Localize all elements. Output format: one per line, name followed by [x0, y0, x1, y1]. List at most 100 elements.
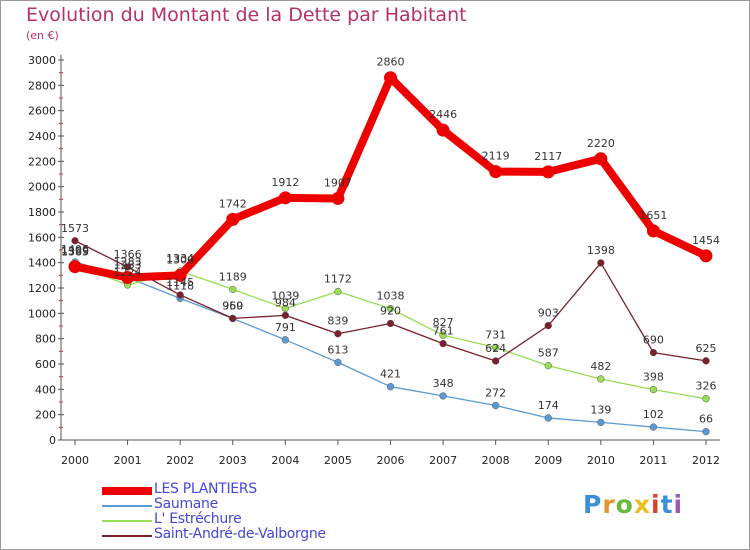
data-label-2-10: 482: [590, 360, 611, 373]
x-tick-label: 2009: [534, 454, 562, 467]
y-tick-label: 1200: [28, 282, 56, 295]
legend-label: Saint-André-de-Valborgne: [154, 526, 326, 542]
data-label-1-11: 102: [643, 408, 664, 421]
legend-swatch: [102, 520, 152, 522]
series-layer: [68, 71, 713, 436]
series-point-3-1: [123, 263, 132, 271]
data-label-2-3: 1189: [219, 270, 247, 283]
data-label-0-4: 1912: [271, 176, 299, 189]
legend-swatch: [102, 487, 152, 495]
data-label-1-0: 1406: [61, 243, 89, 256]
series-point-0-8: [489, 165, 503, 179]
data-label-3-8: 624: [485, 342, 506, 355]
data-label-0-12: 1454: [692, 234, 720, 247]
y-tick-label: 1600: [28, 231, 56, 244]
data-label-1-1: 1283: [114, 258, 142, 271]
series-point-2-11: [649, 385, 658, 394]
data-label-3-11: 690: [643, 334, 664, 347]
series-point-2-6: [386, 304, 395, 313]
data-label-1-12: 66: [699, 413, 713, 426]
x-tick-label: 2004: [271, 454, 299, 467]
x-tick-label: 2000: [61, 454, 89, 467]
series-point-2-3: [229, 285, 237, 294]
series-point-2-5: [334, 287, 342, 296]
legend-label: Saumane: [154, 496, 218, 512]
data-label-3-5: 839: [327, 315, 348, 328]
data-label-2-1: 1224: [114, 266, 142, 279]
x-tick-label: 2005: [324, 454, 352, 467]
logo-letter: x: [633, 490, 651, 519]
data-label-0-0: 1369: [61, 245, 89, 258]
series-point-1-12: [702, 427, 710, 436]
data-label-3-12: 625: [696, 342, 717, 355]
series-point-0-11: [646, 224, 660, 238]
data-label-0-8: 2119: [482, 150, 510, 163]
x-tick-label: 2006: [377, 454, 405, 467]
series-point-3-8: [492, 357, 500, 365]
y-tick-label: 2400: [28, 130, 56, 143]
y-tick-label: 2600: [28, 105, 56, 118]
y-tick-label: 1800: [28, 206, 56, 219]
logo-letter: o: [615, 490, 634, 519]
legend-swatch: [102, 535, 152, 537]
y-tick-label: 2800: [28, 79, 56, 92]
series-point-2-9: [544, 361, 552, 370]
data-label-2-0: 1385: [61, 246, 89, 259]
data-label-3-4: 984: [275, 296, 296, 309]
series-point-1-6: [386, 383, 395, 391]
series-point-3-9: [544, 321, 552, 330]
series-point-1-9: [544, 414, 552, 422]
y-tick-label: 2000: [28, 181, 56, 194]
logo-letter: P: [583, 490, 603, 519]
logo-letter: t: [660, 490, 674, 519]
y-tick-label: 3000: [28, 54, 56, 67]
proxiti-logo: Proxiti: [583, 490, 683, 519]
axes: 0 200 400 600 800 1000 1200 1400 1600 1800 2000 220…: [28, 54, 720, 467]
data-label-1-10: 139: [590, 403, 611, 416]
series-point-3-7: [439, 339, 447, 348]
series-point-0-2: [173, 268, 187, 282]
legend-swatch: [102, 505, 152, 507]
x-tick-label: 2003: [219, 454, 247, 467]
series-point-2-12: [702, 395, 710, 403]
chart-title: Evolution du Montant de la Dette par Hab…: [26, 4, 467, 26]
series-point-2-10: [597, 375, 605, 383]
data-label-2-5: 1172: [324, 273, 352, 286]
chart-unit-label: (en €): [26, 29, 59, 42]
series-point-0-10: [594, 152, 608, 166]
logo-letter: r: [602, 490, 616, 519]
data-label-0-10: 2220: [587, 137, 615, 150]
data-label-3-0: 1573: [61, 222, 89, 235]
series-point-1-4: [281, 336, 289, 344]
series-point-0-1: [121, 270, 135, 284]
series-point-1-11: [649, 423, 658, 431]
data-label-2-8: 731: [485, 328, 506, 341]
x-tick-label: 2001: [114, 454, 142, 467]
data-label-2-2: 1334: [166, 252, 194, 265]
series-point-1-7: [439, 392, 447, 400]
series-point-3-10: [597, 259, 605, 267]
series-point-3-0: [71, 237, 79, 245]
series-point-0-12: [699, 249, 713, 263]
y-tick-label: 1400: [28, 257, 56, 270]
data-label-2-6: 1038: [377, 290, 405, 303]
data-label-3-7: 761: [433, 325, 454, 338]
data-label-1-8: 272: [485, 387, 506, 400]
legend-label: L' Estréchure: [154, 511, 242, 527]
data-label-1-6: 421: [380, 368, 401, 381]
logo-letter: i: [673, 490, 684, 519]
data-label-3-1: 1366: [114, 248, 142, 261]
data-label-layer: 1369 1283 1300 1742 1912 1907 2860 2446 2119 2117…: [61, 56, 720, 426]
y-tick-label: 1000: [28, 307, 56, 320]
series-point-3-11: [649, 348, 658, 357]
x-tick-label: 2011: [639, 454, 667, 467]
series-point-3-5: [334, 330, 342, 338]
series-point-3-4: [281, 311, 289, 320]
series-point-3-3: [229, 314, 237, 323]
x-tick-label: 2007: [429, 454, 457, 467]
y-tick-label: 800: [35, 333, 56, 346]
y-tick-label: 2200: [28, 155, 56, 168]
data-label-0-11: 1651: [639, 209, 667, 222]
series-point-0-5: [331, 191, 345, 205]
y-tick-label: 200: [35, 409, 56, 422]
